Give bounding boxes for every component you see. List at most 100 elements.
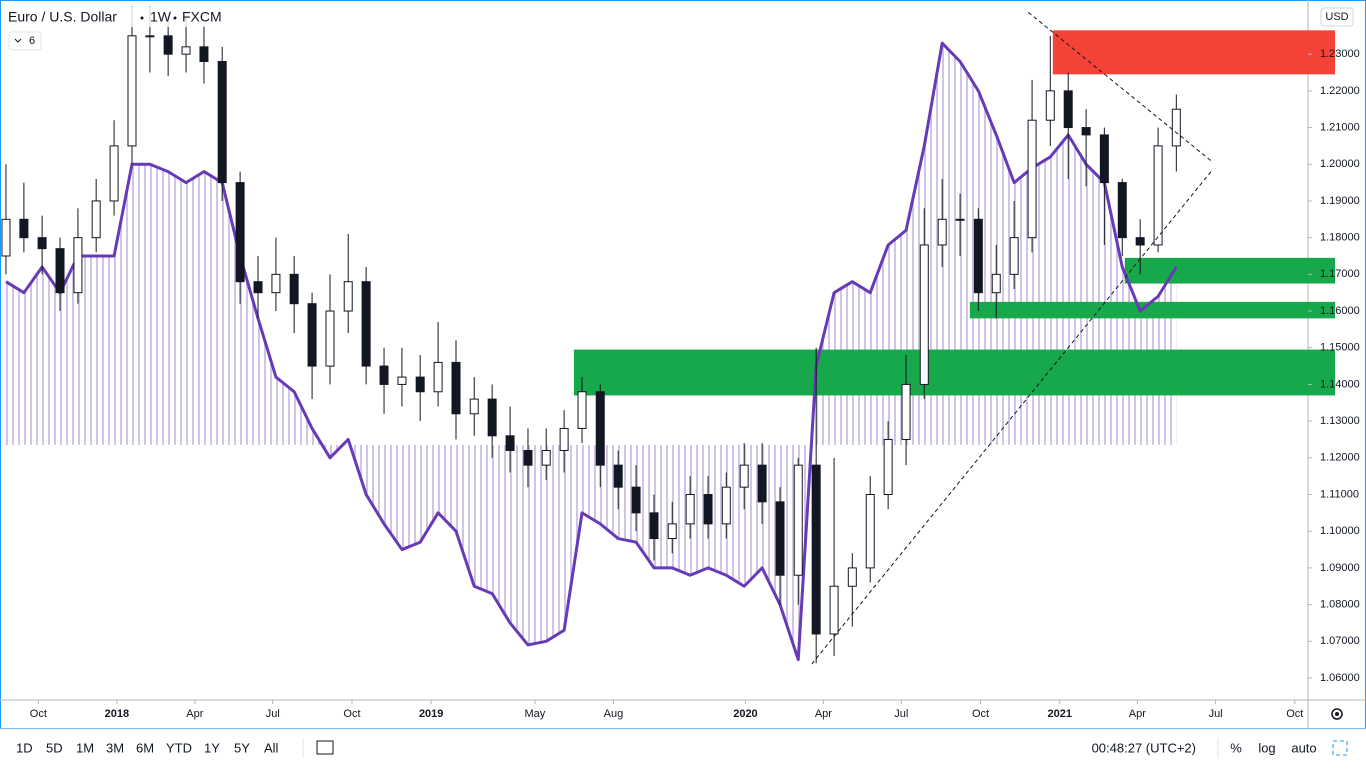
- candle-body: [1045, 90, 1055, 121]
- y-tick-label: 1.08000: [1320, 598, 1360, 610]
- candle-body: [91, 200, 101, 239]
- range-button[interactable]: 3M: [106, 740, 124, 755]
- candle-body: [1099, 134, 1109, 184]
- candle-body: [217, 61, 227, 184]
- candle-body: [829, 585, 839, 635]
- x-tick-label: Apr: [186, 708, 203, 720]
- candle-body: [145, 35, 155, 38]
- candle-body: [505, 435, 515, 451]
- candle-body: [703, 494, 713, 525]
- x-tick-label: Jul: [1209, 708, 1223, 720]
- range-button[interactable]: 6M: [136, 740, 154, 755]
- x-tick-label: 2019: [419, 708, 443, 720]
- range-button[interactable]: 1Y: [204, 740, 220, 755]
- candle-body: [397, 376, 407, 385]
- range-button[interactable]: All: [264, 740, 279, 755]
- axes: 1.06000 1.07000 1.08000 1.09000 1.10000 1.110…: [30, 48, 1360, 720]
- candle-body: [487, 398, 497, 437]
- interval: 1W: [150, 9, 172, 25]
- candle-body: [631, 486, 641, 514]
- y-tick-label: 1.11000: [1320, 488, 1359, 500]
- zone: [1124, 257, 1335, 284]
- range-button[interactable]: YTD: [166, 740, 192, 755]
- candle-body: [937, 218, 947, 246]
- candle-body: [811, 464, 821, 635]
- candle-body: [1081, 127, 1091, 136]
- candle-body: [595, 391, 605, 466]
- source: FXCM: [182, 9, 222, 25]
- candle-body: [865, 494, 875, 569]
- y-tick-label: 1.12000: [1320, 452, 1360, 464]
- candle-body: [235, 182, 245, 283]
- y-tick-label: 1.16000: [1320, 305, 1360, 317]
- range-button[interactable]: 1D: [16, 740, 33, 755]
- clock: 00:48:27 (UTC+2): [1092, 740, 1196, 755]
- trendline: [1027, 11, 1213, 163]
- range-button[interactable]: 1M: [76, 740, 94, 755]
- x-tick-label: Aug: [604, 708, 624, 720]
- candle-body: [415, 376, 425, 393]
- y-tick-label: 1.13000: [1320, 415, 1360, 427]
- candle-body: [541, 449, 551, 466]
- candle-body: [1135, 237, 1145, 246]
- chevron-icon: [14, 38, 22, 43]
- candle-body: [721, 486, 731, 525]
- candle-body: [775, 501, 785, 576]
- candle-body: [559, 427, 569, 451]
- scale-option[interactable]: log: [1258, 740, 1275, 755]
- candle-body: [37, 237, 47, 250]
- candle-body: [955, 218, 965, 221]
- currency-badge[interactable]: [1320, 7, 1354, 27]
- y-tick-label: 1.06000: [1320, 672, 1360, 684]
- candle-body: [667, 523, 677, 540]
- x-tick-label: May: [525, 708, 546, 720]
- range-button[interactable]: 5Y: [234, 740, 250, 755]
- candle-body: [127, 35, 137, 147]
- x-tick-label: Jul: [266, 708, 280, 720]
- x-tick-label: Oct: [972, 708, 989, 720]
- y-tick-label: 1.17000: [1320, 268, 1360, 280]
- scale-option[interactable]: %: [1230, 740, 1242, 755]
- candle-body: [613, 464, 623, 488]
- x-tick-label: 2020: [733, 708, 757, 720]
- header-bg: [4, 7, 324, 27]
- x-tick-label: Apr: [1129, 708, 1146, 720]
- y-tick-label: 1.10000: [1320, 525, 1360, 537]
- candle-body: [73, 237, 83, 294]
- x-tick-label: 2018: [105, 708, 129, 720]
- separator: [173, 16, 177, 20]
- candle-body: [1009, 237, 1019, 275]
- candle-body: [523, 449, 533, 466]
- compare-icon[interactable]: [316, 740, 334, 755]
- settings-icon[interactable]: [1331, 708, 1343, 720]
- range-button[interactable]: 5D: [46, 740, 63, 755]
- candle-body: [433, 361, 443, 393]
- fullscreen-icon[interactable]: [1332, 740, 1348, 756]
- y-tick-label: 1.20000: [1320, 158, 1360, 170]
- y-tick-label: 1.07000: [1320, 635, 1360, 647]
- zone: [1052, 30, 1335, 75]
- indicator-line: [5, 41, 1178, 662]
- candle-body: [577, 391, 587, 429]
- y-tick-label: 1.14000: [1320, 378, 1360, 390]
- candle-body: [181, 46, 191, 55]
- candle-body: [163, 35, 173, 55]
- candle-body: [271, 273, 281, 294]
- x-tick-label: Apr: [815, 708, 832, 720]
- candle-body: [109, 145, 119, 202]
- candle-body: [1063, 90, 1073, 129]
- scale-option[interactable]: auto: [1291, 740, 1316, 755]
- currency: USD: [1325, 11, 1348, 23]
- trendline: [811, 169, 1213, 665]
- y-tick-label: 1.19000: [1320, 195, 1360, 207]
- candle-body: [1171, 108, 1181, 147]
- candle-body: [325, 310, 335, 367]
- y-tick-label: 1.21000: [1320, 121, 1360, 133]
- candle-body: [991, 273, 1001, 294]
- legend-toggle[interactable]: [8, 31, 42, 51]
- candle-body: [253, 281, 263, 294]
- x-tick-label: 2021: [1047, 708, 1071, 720]
- candle-body: [199, 46, 209, 63]
- candle-body: [1, 218, 11, 257]
- zone: [969, 301, 1335, 319]
